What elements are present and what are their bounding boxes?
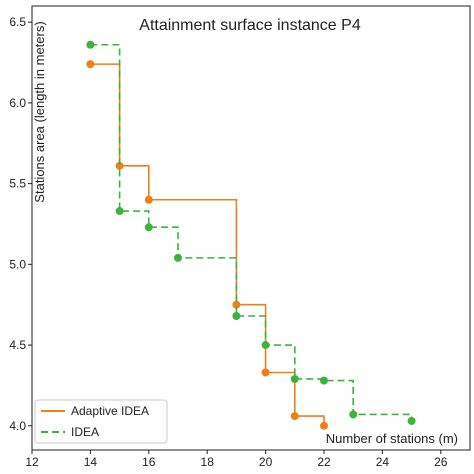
- legend: Adaptive IDEA IDEA: [34, 399, 168, 444]
- data-point-adaptive-idea: [290, 412, 299, 421]
- x-axis-label: Number of stations (m): [326, 431, 458, 446]
- data-point-idea: [320, 376, 328, 385]
- y-tick-label: 5.5: [9, 177, 26, 191]
- data-point-adaptive-idea: [115, 161, 124, 170]
- series-line-idea: [90, 43, 413, 421]
- data-point-idea: [174, 253, 182, 262]
- y-tick-label: 5.0: [9, 257, 26, 271]
- data-point-adaptive-idea: [261, 368, 270, 377]
- legend-label-idea: IDEA: [71, 425, 99, 439]
- x-tick-label: 24: [376, 455, 390, 469]
- data-point-idea: [232, 311, 241, 320]
- x-axis: 12 14 16 18 20 22 24 26: [25, 450, 448, 469]
- data-point-adaptive-idea: [86, 60, 95, 69]
- x-tick-label: 16: [142, 455, 156, 469]
- series-idea: [86, 40, 416, 425]
- data-point-idea: [86, 40, 95, 49]
- series-layer: [86, 40, 416, 430]
- y-tick-label: 6.5: [9, 15, 26, 29]
- y-tick-label: 4.5: [9, 338, 26, 352]
- series-adaptive-idea: [86, 60, 328, 430]
- data-point-idea: [144, 223, 153, 232]
- y-tick-label: 6.0: [9, 96, 26, 110]
- x-tick-label: 20: [259, 455, 273, 469]
- data-point-adaptive-idea: [232, 300, 241, 309]
- x-tick-label: 12: [25, 455, 39, 469]
- y-axis-label: Stations area (length in meters): [32, 21, 47, 202]
- x-tick-label: 14: [84, 455, 98, 469]
- chart-title: Attainment surface instance P4: [139, 17, 361, 34]
- x-tick-label: 22: [317, 455, 331, 469]
- data-point-adaptive-idea: [320, 421, 328, 430]
- data-point-idea: [290, 374, 299, 383]
- x-tick-label: 18: [201, 455, 215, 469]
- x-tick-label: 26: [434, 455, 448, 469]
- y-tick-label: 4.0: [9, 419, 26, 433]
- data-point-idea: [349, 410, 358, 419]
- y-axis: 4.0 4.5 5.0 5.5 6.0 6.5: [9, 15, 32, 433]
- data-point-idea: [407, 416, 416, 425]
- data-point-idea: [261, 341, 270, 350]
- plot-frame: [31, 5, 471, 451]
- legend-label-adaptive-idea: Adaptive IDEA: [71, 404, 149, 418]
- data-point-adaptive-idea: [144, 195, 153, 204]
- legend-box: [34, 399, 168, 444]
- series-line-adaptive-idea: [90, 63, 325, 426]
- data-point-idea: [115, 207, 124, 216]
